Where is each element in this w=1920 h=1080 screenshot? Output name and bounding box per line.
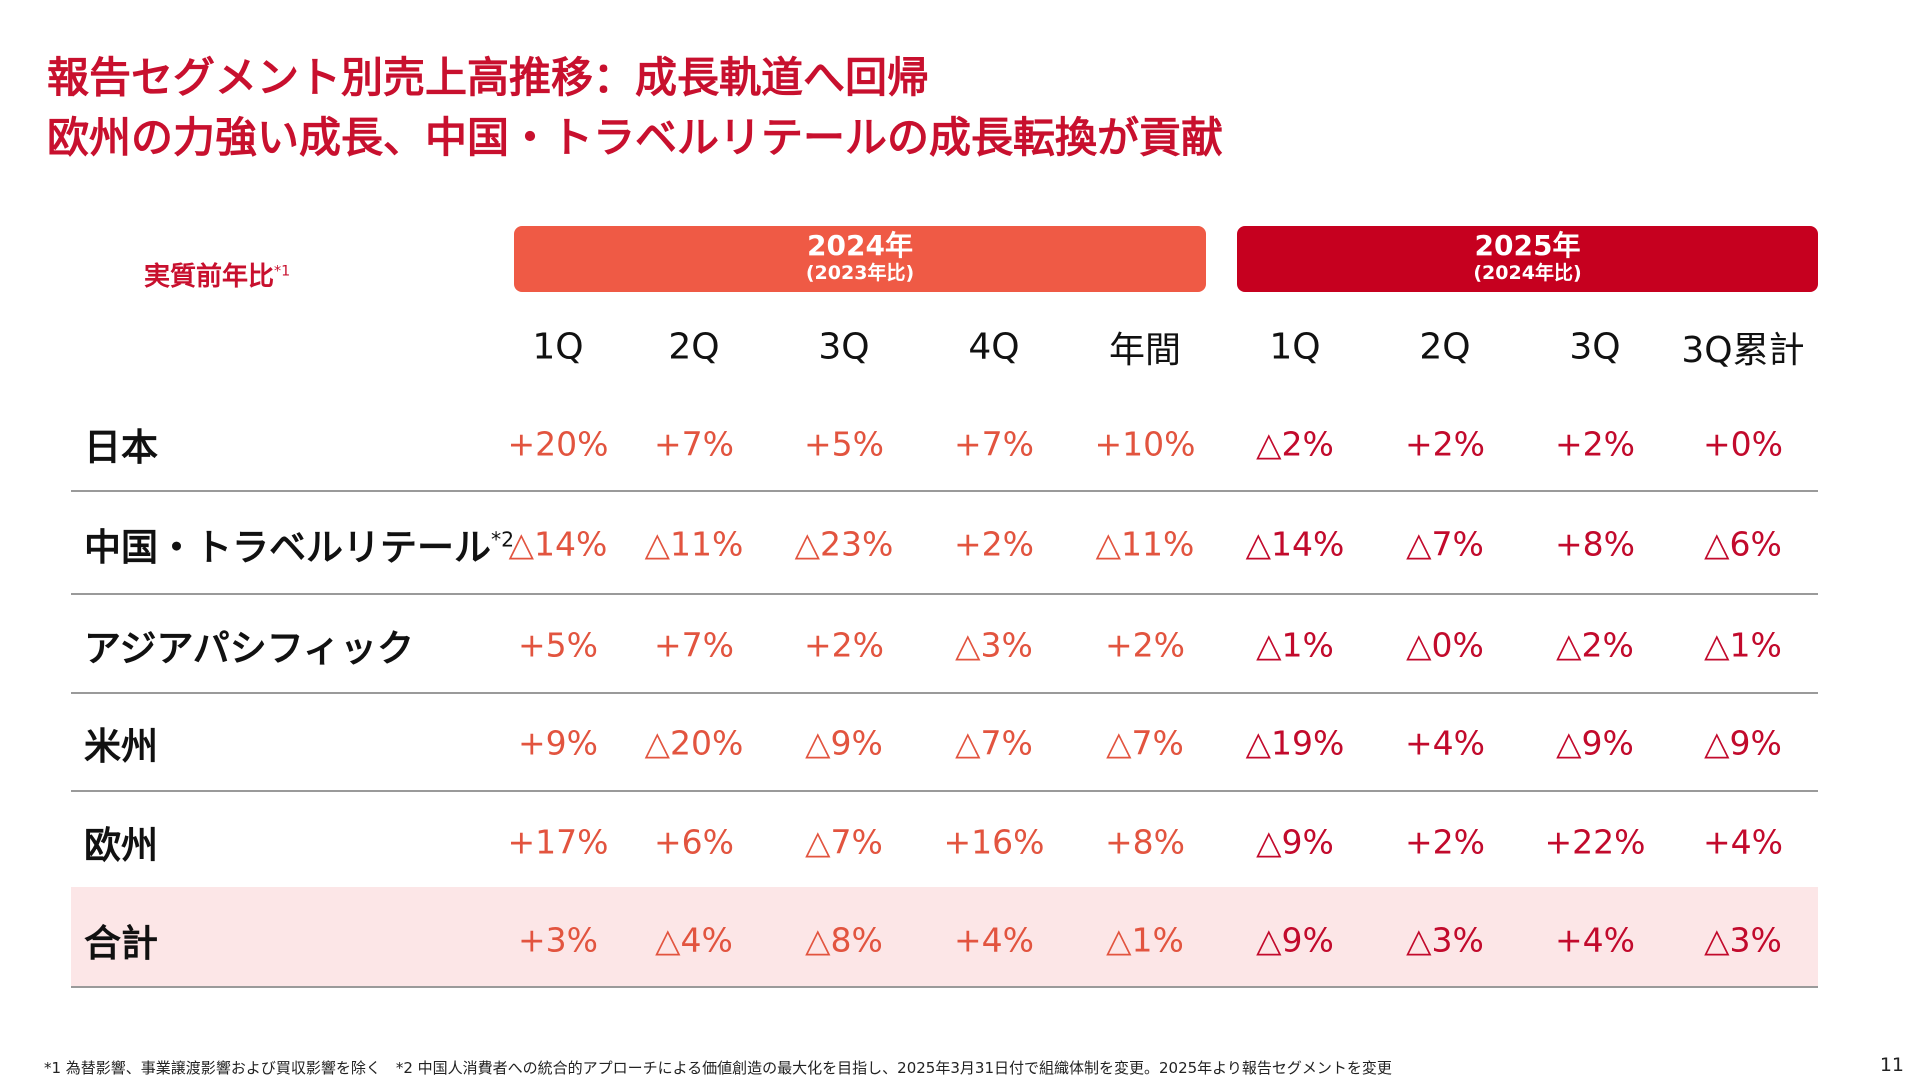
title-line: 欧州の力強い成長、中国・トラベルリテールの成長転換が貢献 <box>47 113 1224 162</box>
table-cell: +3% <box>517 920 599 960</box>
row-label: 合計 <box>84 913 158 967</box>
row-label: 日本 <box>84 417 158 471</box>
table-cell: △0% <box>1406 625 1484 665</box>
row-label: アジアパシフィック <box>84 618 414 672</box>
row-label: 中国・トラベルリテール*2 <box>84 517 514 571</box>
column-header: 1Q <box>1269 326 1321 368</box>
column-header: 3Q累計 <box>1681 330 1805 371</box>
table-cell: △7% <box>1106 723 1184 763</box>
table-cell: △9% <box>1256 920 1334 960</box>
row-divider <box>71 790 1818 792</box>
row-label-text: 日本 <box>84 426 158 469</box>
row-label: 米州 <box>84 716 158 770</box>
year-sub: (2023年比) <box>805 262 915 284</box>
table-cell: △1% <box>1106 920 1184 960</box>
table-cell: △9% <box>1704 723 1782 763</box>
table-cell: △11% <box>644 524 744 564</box>
table-cell: +5% <box>803 424 885 464</box>
table-cell: +8% <box>1104 822 1186 862</box>
table-cell: △6% <box>1704 524 1782 564</box>
table-cell: +4% <box>1554 920 1636 960</box>
column-header: 4Q <box>968 326 1020 368</box>
row-label-text: 米州 <box>84 725 158 768</box>
year-label: 2025年 <box>1474 229 1581 262</box>
row-label-text: 欧州 <box>84 824 158 867</box>
row-label-text: アジアパシフィック <box>84 627 415 670</box>
row-divider <box>71 986 1818 988</box>
table-cell: △1% <box>1704 625 1782 665</box>
year-header: 2025年 (2024年比) <box>1237 226 1818 292</box>
table-cell: +8% <box>1554 524 1636 564</box>
table-cell: △9% <box>1256 822 1334 862</box>
table-cell: +2% <box>1404 822 1486 862</box>
table-cell: △3% <box>1406 920 1484 960</box>
table-cell: +2% <box>953 524 1035 564</box>
table-cell: +5% <box>517 625 599 665</box>
row-divider <box>71 490 1818 492</box>
footnote: *1 為替影響、事業譲渡影響および買収影響を除く *2 中国人消費者への統合的ア… <box>44 1059 1392 1077</box>
column-header: 2Q <box>668 326 720 368</box>
year-header: 2024年 (2023年比) <box>514 226 1206 292</box>
table-cell: +6% <box>653 822 735 862</box>
table-cell: +20% <box>507 424 609 464</box>
table-cell: △2% <box>1256 424 1334 464</box>
table-cell: +17% <box>507 822 609 862</box>
row-label: 欧州 <box>84 815 158 869</box>
row-label-text: 中国・トラベルリテール <box>84 526 491 569</box>
table-cell: +7% <box>653 625 735 665</box>
table-cell: △3% <box>1704 920 1782 960</box>
table-cell: +2% <box>1554 424 1636 464</box>
table-cell: +2% <box>1404 424 1486 464</box>
row-divider <box>71 692 1818 694</box>
table-cell: +4% <box>1702 822 1784 862</box>
corner-label: 実質前年比*1 <box>144 256 290 293</box>
table-cell: +7% <box>953 424 1035 464</box>
table-cell: △11% <box>1095 524 1195 564</box>
table-cell: △8% <box>805 920 883 960</box>
table-cell: △9% <box>1556 723 1634 763</box>
table-cell: +22% <box>1544 822 1646 862</box>
table-cell: △7% <box>1406 524 1484 564</box>
corner-note: *1 <box>274 263 291 280</box>
table-cell: +2% <box>803 625 885 665</box>
table-cell: +9% <box>517 723 599 763</box>
table-cell: △1% <box>1256 625 1334 665</box>
year-sub: (2024年比) <box>1473 262 1582 284</box>
column-header: 2Q <box>1419 326 1471 368</box>
row-note: *2 <box>491 527 515 552</box>
title-line: 報告セグメント別売上高推移：成長軌道へ回帰 <box>47 53 930 102</box>
table-cell: △9% <box>805 723 883 763</box>
page-number: 11 <box>1879 1054 1904 1076</box>
table-cell: +4% <box>1404 723 1486 763</box>
row-label-text: 合計 <box>84 922 158 965</box>
row-divider <box>71 593 1818 595</box>
table-cell: △23% <box>794 524 894 564</box>
table-cell: △20% <box>644 723 744 763</box>
table-cell: △7% <box>955 723 1033 763</box>
table-cell: △2% <box>1556 625 1634 665</box>
table-cell: +4% <box>953 920 1035 960</box>
table-cell: △19% <box>1245 723 1345 763</box>
column-header: 3Q <box>1569 326 1621 368</box>
column-header: 年間 <box>1108 330 1182 371</box>
total-row-bg <box>71 887 1818 986</box>
column-header: 3Q <box>818 326 870 368</box>
corner-text: 実質前年比 <box>144 262 275 292</box>
table-cell: +2% <box>1104 625 1186 665</box>
year-label: 2024年 <box>807 229 913 262</box>
table-cell: △4% <box>655 920 733 960</box>
table-cell: △14% <box>508 524 608 564</box>
table-cell: △14% <box>1245 524 1345 564</box>
table-cell: +16% <box>943 822 1045 862</box>
table-cell: △7% <box>805 822 883 862</box>
table-cell: +0% <box>1702 424 1784 464</box>
table-cell: +10% <box>1094 424 1196 464</box>
table-cell: △3% <box>955 625 1033 665</box>
column-header: 1Q <box>532 326 584 368</box>
table-cell: +7% <box>653 424 735 464</box>
